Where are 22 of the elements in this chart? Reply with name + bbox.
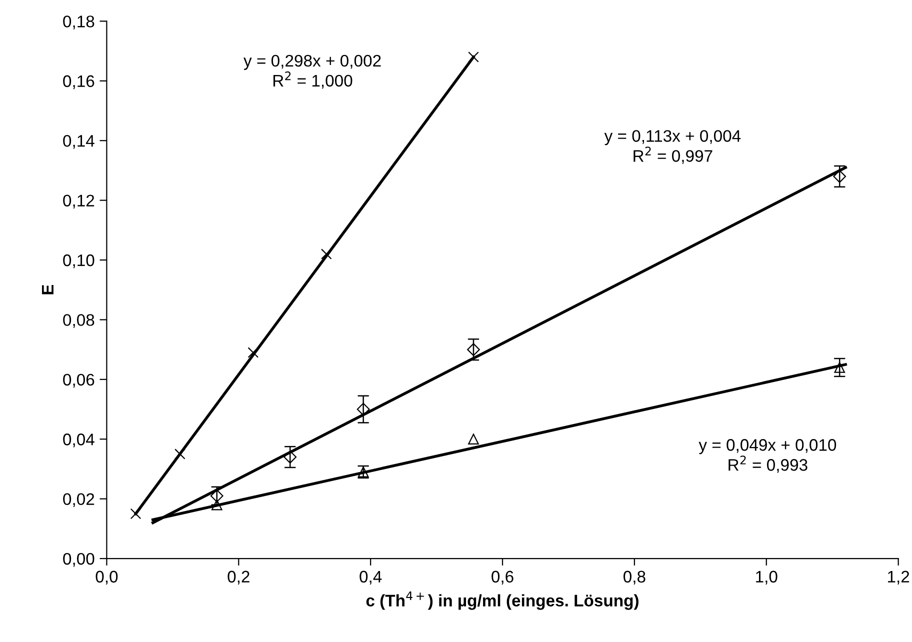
y-tick-label: 0,12 (63, 194, 94, 208)
x-tick-label: 0,2 (228, 570, 250, 585)
y-tick-label: 0,02 (63, 493, 94, 508)
y-tick-label: 0,10 (63, 254, 94, 268)
x-tick-label: 1,2 (888, 570, 910, 585)
x-tick-label: 0,4 (360, 570, 382, 585)
x-tick-label: 1,0 (756, 570, 778, 585)
y-tick-label: 0,18 (63, 16, 94, 30)
y-axis-title: E (42, 284, 54, 294)
annotation: y = 0,298x + 0,002 R$^{2}$ = 1,000 (244, 54, 381, 89)
x-tick-label: 0,8 (624, 570, 646, 585)
y-tick-label: 0,04 (63, 434, 94, 448)
y-tick-label: 0,14 (63, 135, 94, 149)
x-axis-title: c (Th$^{4+}$) in µg/ml (einges. Lösung) (366, 591, 638, 610)
y-tick-label: 0,00 (63, 552, 94, 567)
y-tick-label: 0,06 (63, 374, 94, 388)
x-tick-label: 0,6 (492, 570, 514, 585)
y-tick-label: 0,08 (63, 314, 94, 328)
annotation: y = 0,049x + 0,010 R$^{2}$ = 0,993 (698, 439, 836, 473)
x-tick-label: 0,0 (96, 570, 118, 585)
annotation: y = 0,113x + 0,004 R$^{2}$ = 0,997 (604, 130, 741, 164)
y-tick-label: 0,16 (63, 75, 94, 90)
